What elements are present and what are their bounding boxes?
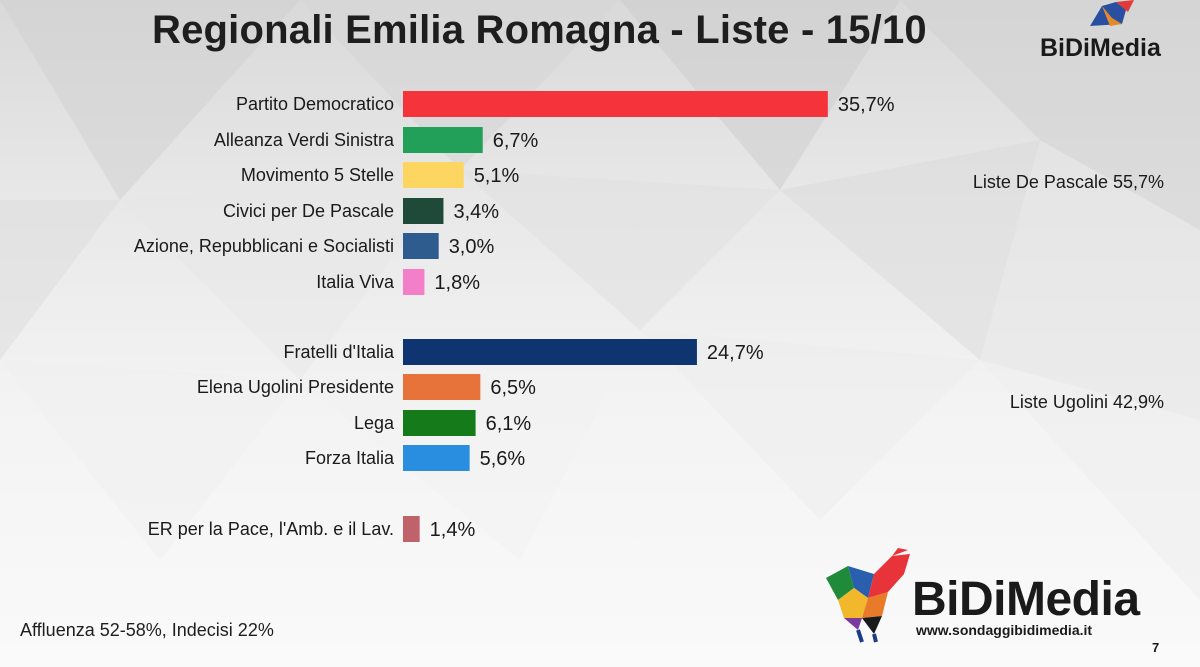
category-label: Elena Ugolini Presidente <box>197 377 394 397</box>
page-title: Regionali Emilia Romagna - Liste - 15/10 <box>152 8 927 52</box>
bar <box>403 127 483 153</box>
category-label: Italia Viva <box>316 272 395 292</box>
bar <box>403 198 444 224</box>
bar <box>403 91 828 117</box>
value-label: 6,1% <box>486 413 532 435</box>
value-label: 6,5% <box>490 377 536 399</box>
header-logo: BiDiMedia <box>1040 34 1161 62</box>
category-label: Lega <box>354 413 395 433</box>
bar <box>403 516 420 542</box>
category-label: Movimento 5 Stelle <box>241 165 394 185</box>
bidimedia-logo-icon <box>1090 0 1134 26</box>
rooster-logo-icon <box>826 548 910 643</box>
value-label: 3,0% <box>449 236 495 258</box>
value-label: 5,1% <box>474 165 520 187</box>
value-label: 1,8% <box>434 272 480 294</box>
page-number: 7 <box>1152 640 1160 655</box>
category-label: Alleanza Verdi Sinistra <box>214 130 395 150</box>
value-label: 3,4% <box>453 201 499 223</box>
category-label: ER per la Pace, l'Amb. e il Lav. <box>148 519 394 539</box>
bar <box>403 374 481 400</box>
turnout-note: Affluenza 52-58%, Indecisi 22% <box>20 620 274 640</box>
brand-url: www.sondaggibidimedia.it <box>916 622 1093 638</box>
bar <box>403 445 470 471</box>
value-label: 5,6% <box>480 448 526 470</box>
category-label: Partito Democratico <box>236 94 394 114</box>
bar <box>403 339 697 365</box>
value-label: 35,7% <box>838 94 895 116</box>
bar <box>403 233 439 259</box>
category-label: Azione, Repubblicani e Socialisti <box>134 236 394 256</box>
bar <box>403 269 425 295</box>
category-label: Civici per De Pascale <box>223 201 394 221</box>
brand-name: BiDiMedia <box>912 573 1140 626</box>
bar <box>403 162 464 188</box>
group-label-de-pascale: Liste De Pascale 55,7% <box>972 172 1164 192</box>
value-label: 6,7% <box>493 130 539 152</box>
category-label: Fratelli d'Italia <box>284 342 395 362</box>
category-label: Forza Italia <box>305 448 395 468</box>
bar <box>403 410 476 436</box>
group-label-ugolini: Liste Ugolini 42,9% <box>1009 392 1164 412</box>
value-label: 1,4% <box>430 519 476 541</box>
value-label: 24,7% <box>707 342 764 364</box>
